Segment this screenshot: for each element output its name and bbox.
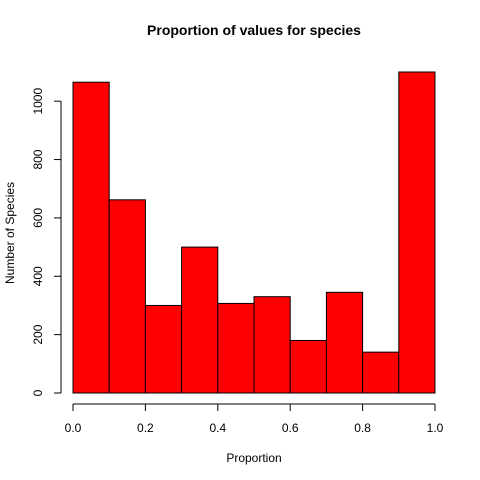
histogram-bar-3 — [181, 246, 219, 394]
x-axis-label: Proportion — [226, 451, 281, 465]
y-tick-label-3: 600 — [31, 208, 45, 228]
histogram-bar-5 — [253, 296, 291, 394]
bars-group — [72, 71, 436, 394]
x-tick-label-0: 0.0 — [65, 421, 82, 435]
x-tick-label-1: 0.2 — [137, 421, 154, 435]
x-tick-label-4: 0.8 — [354, 421, 371, 435]
y-axis: 0 200 400 600 800 1000 — [31, 88, 62, 396]
histogram-bar-9 — [398, 71, 436, 394]
x-tick-label-5: 1.0 — [427, 421, 444, 435]
chart-title: Proportion of values for species — [147, 22, 361, 38]
y-axis-label: Number of Species — [3, 182, 17, 284]
histogram-bar-0 — [72, 81, 110, 394]
histogram-bar-6 — [289, 339, 327, 394]
y-tick-label-4: 800 — [31, 149, 45, 169]
y-tick-label-5: 1000 — [31, 88, 45, 115]
histogram-bar-8 — [362, 351, 400, 394]
histogram-bar-2 — [144, 304, 183, 394]
histogram-bar-7 — [325, 291, 364, 394]
histogram-bar-1 — [108, 199, 146, 394]
x-axis: 0.0 0.2 0.4 0.6 0.8 1.0 — [65, 403, 444, 435]
y-tick-label-2: 400 — [31, 266, 45, 286]
x-tick-label-2: 0.4 — [209, 421, 226, 435]
y-tick-label-0: 0 — [31, 389, 45, 396]
histogram-bar-4 — [217, 302, 255, 394]
y-tick-label-1: 200 — [31, 324, 45, 344]
x-tick-label-3: 0.6 — [282, 421, 299, 435]
